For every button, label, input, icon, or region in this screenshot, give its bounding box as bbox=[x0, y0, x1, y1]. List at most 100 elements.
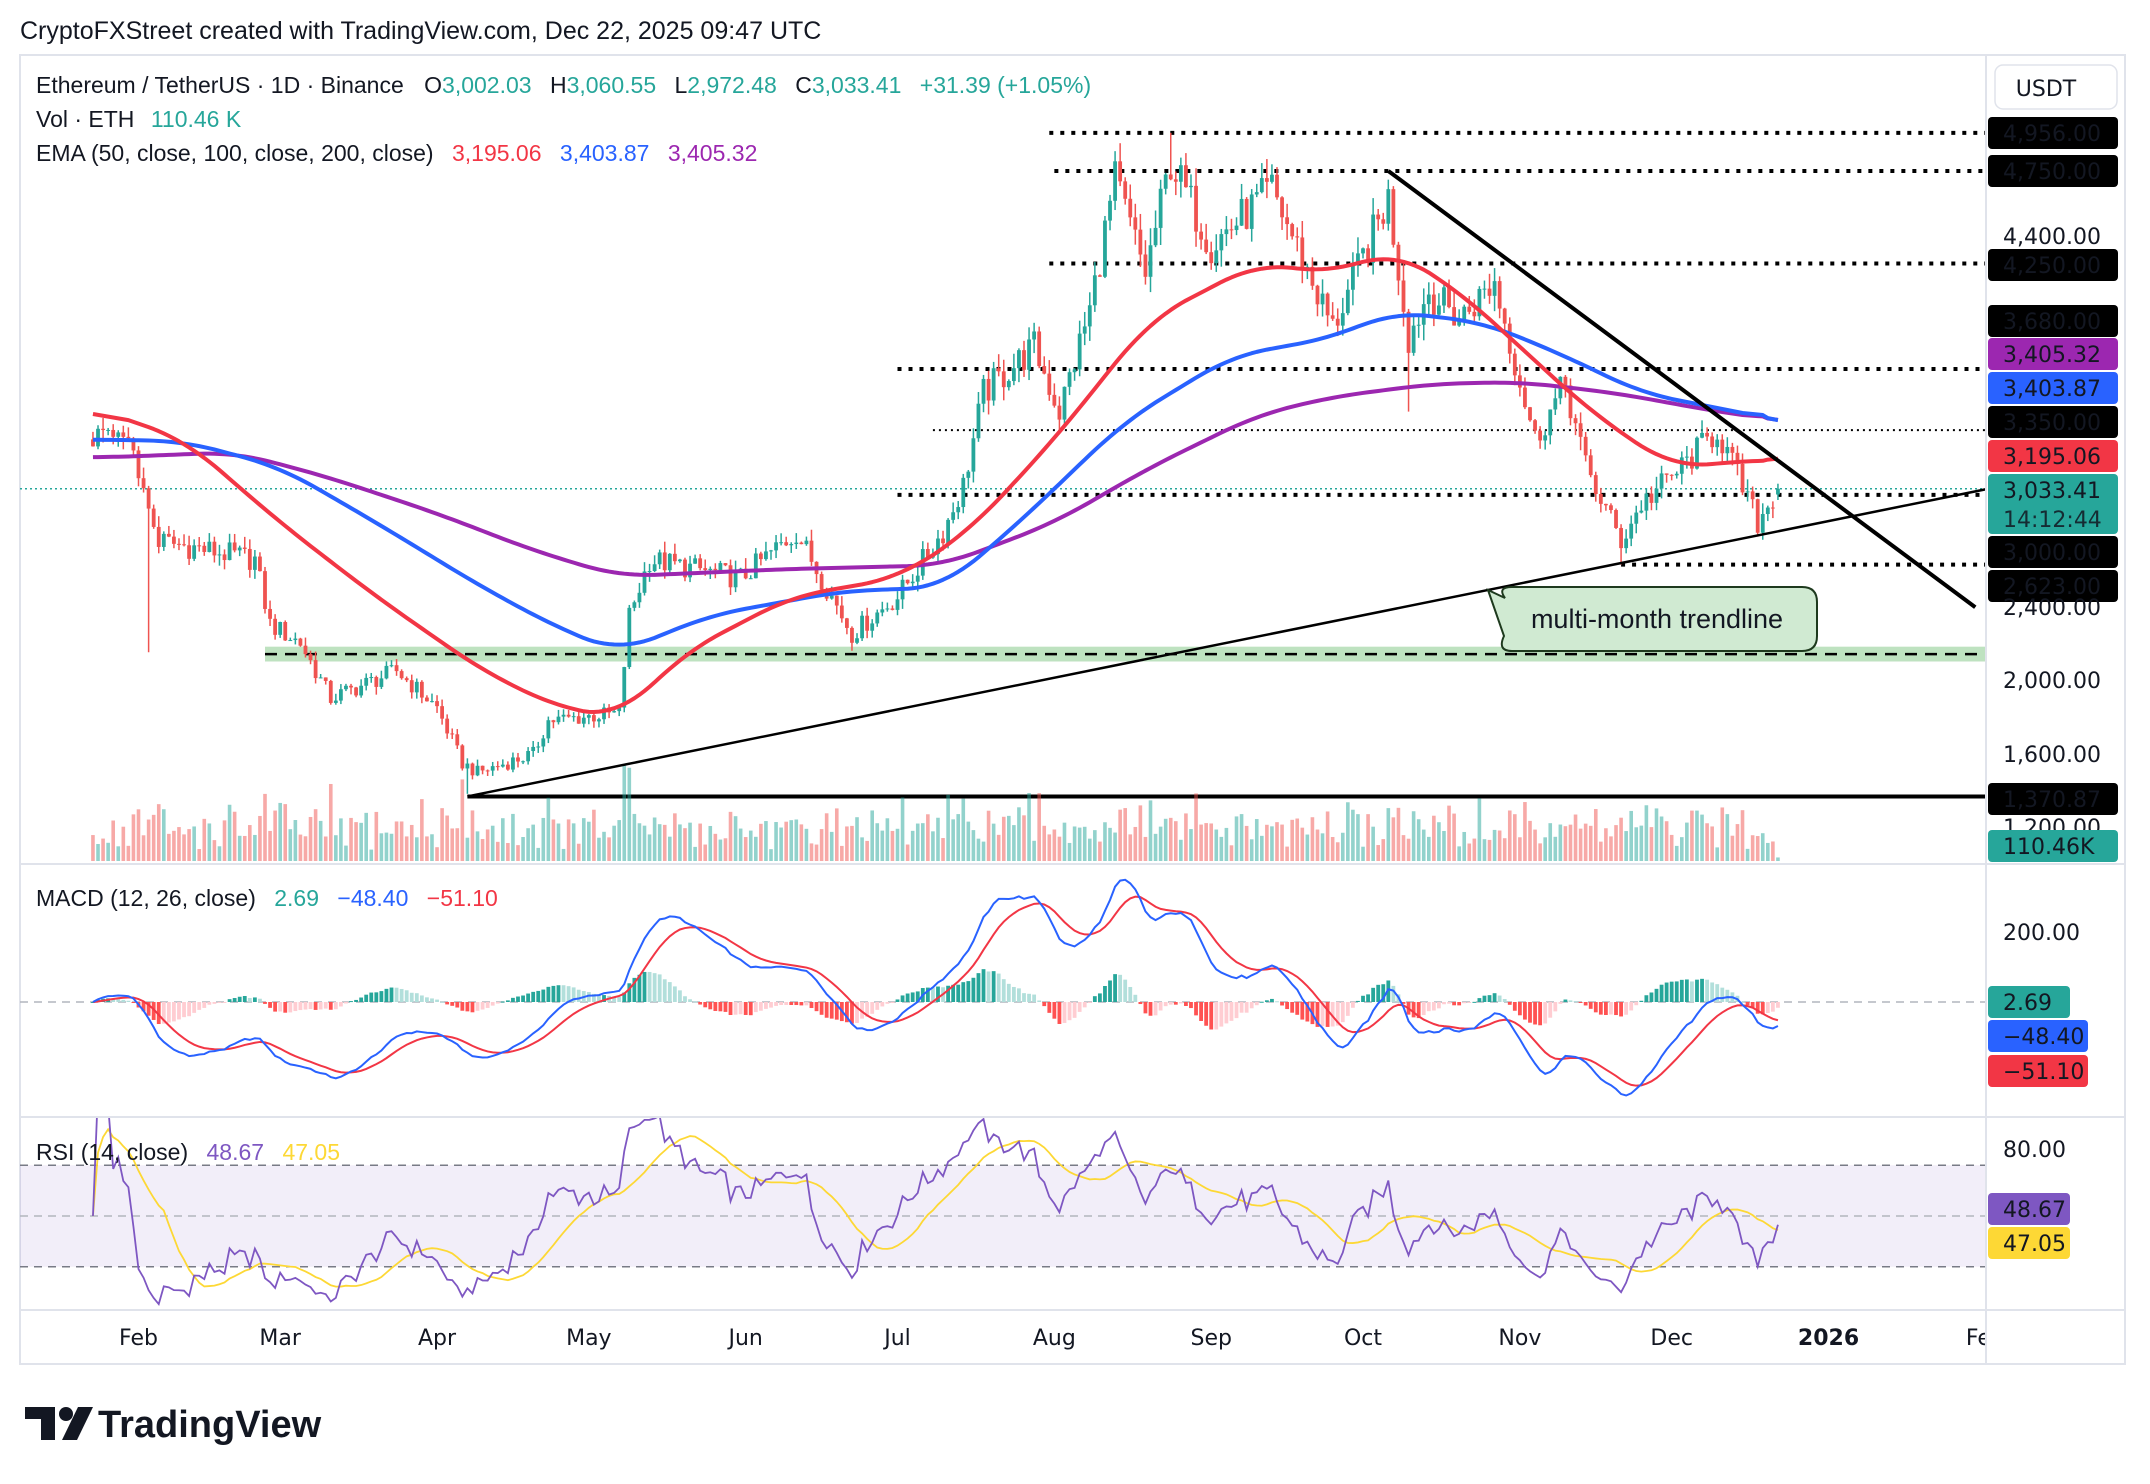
candle-body bbox=[1720, 439, 1725, 454]
rsi-pane[interactable] bbox=[20, 1089, 1985, 1307]
macd-histogram-bar bbox=[819, 1002, 824, 1015]
macd-label-text: 200.00 bbox=[2003, 921, 2080, 946]
macd-legend-label[interactable]: MACD (12, 26, close) bbox=[36, 885, 256, 911]
volume-bar bbox=[541, 817, 546, 861]
volume-bar bbox=[1609, 836, 1613, 861]
volume-bar bbox=[1143, 836, 1148, 861]
candle-body bbox=[632, 602, 637, 608]
candle bbox=[273, 614, 278, 640]
macd-histogram-bar bbox=[369, 992, 374, 1002]
trendline-annotation[interactable]: multi-month trendline bbox=[1486, 586, 1818, 652]
volume-bar bbox=[440, 808, 444, 861]
candle-body bbox=[1502, 308, 1507, 324]
macd-pane[interactable] bbox=[20, 878, 1985, 1097]
volume-bar bbox=[1062, 822, 1067, 861]
macd-histogram-bar bbox=[172, 1002, 176, 1022]
macd-histogram-bar bbox=[1320, 1002, 1325, 1027]
volume-bar bbox=[1624, 831, 1628, 861]
macd-histogram-bar bbox=[339, 1002, 343, 1007]
candle bbox=[1133, 203, 1138, 245]
macd-histogram-bar bbox=[880, 1002, 885, 1007]
candle bbox=[561, 709, 566, 722]
candle-body bbox=[688, 563, 692, 578]
candle-body bbox=[394, 665, 399, 672]
macd-histogram-bar bbox=[1153, 1002, 1158, 1016]
candle bbox=[1300, 221, 1305, 284]
candle bbox=[1664, 473, 1669, 483]
legend-change: +31.39 (+1.05%) bbox=[920, 72, 1091, 98]
candle bbox=[996, 354, 1001, 377]
candle-body bbox=[1325, 293, 1330, 316]
candle bbox=[283, 620, 288, 641]
candle bbox=[1406, 308, 1411, 412]
macd-histogram-bar bbox=[1376, 984, 1381, 1002]
candle bbox=[1057, 396, 1062, 431]
macd-histogram-bar bbox=[753, 1002, 758, 1013]
macd-legend-macd: −48.40 bbox=[337, 885, 408, 911]
macd-histogram-bar bbox=[597, 995, 601, 1002]
time-tick-label: Sep bbox=[1190, 1326, 1231, 1351]
legend-volume-label[interactable]: Vol · ETH bbox=[36, 106, 134, 132]
candle bbox=[1376, 208, 1381, 231]
time-axis[interactable]: Feb Mar Apr May Jun Jul Aug Sep Oct Nov Dec 2026 Feb bbox=[119, 1326, 2005, 1351]
macd-histogram-bar bbox=[915, 991, 920, 1002]
currency-button[interactable]: USDT bbox=[1994, 64, 2118, 110]
volume-bar bbox=[1442, 830, 1446, 861]
candle-body bbox=[364, 677, 369, 686]
candle bbox=[480, 765, 485, 775]
main-price-pane[interactable] bbox=[20, 130, 1985, 861]
candle bbox=[1755, 498, 1760, 537]
candle bbox=[986, 370, 991, 415]
candle-body bbox=[237, 547, 242, 551]
macd-histogram-bar bbox=[470, 1002, 475, 1013]
volume-bar bbox=[642, 825, 647, 861]
time-tick-label: Jul bbox=[882, 1326, 911, 1351]
candle bbox=[268, 600, 272, 627]
candle-body bbox=[1178, 165, 1183, 182]
candle bbox=[1042, 356, 1047, 375]
volume-bar bbox=[1007, 815, 1011, 861]
candle-body bbox=[839, 605, 844, 619]
macd-label-text: 2.69 bbox=[2003, 991, 2052, 1016]
macd-histogram-bar bbox=[1538, 1002, 1543, 1026]
candle bbox=[910, 574, 915, 589]
volume-bar bbox=[1593, 809, 1598, 861]
volume-bar bbox=[192, 826, 196, 861]
macd-histogram-bar bbox=[1254, 1002, 1259, 1006]
legend-symbol[interactable]: Ethereum / TetherUS · 1D · Binance bbox=[36, 72, 404, 98]
candle bbox=[789, 542, 794, 553]
volume-bar bbox=[460, 779, 465, 861]
volume-bar bbox=[1513, 814, 1517, 861]
legend-ema-label[interactable]: EMA (50, close, 100, close, 200, close) bbox=[36, 140, 434, 166]
candle bbox=[232, 533, 237, 553]
candle-body bbox=[885, 608, 890, 610]
macd-histogram-bar bbox=[1760, 1002, 1765, 1015]
candle bbox=[505, 761, 510, 771]
candle bbox=[1366, 244, 1370, 268]
candle-body bbox=[753, 553, 758, 579]
candle bbox=[1264, 159, 1269, 199]
candle bbox=[1103, 215, 1107, 279]
candle bbox=[1528, 406, 1532, 422]
price-axis[interactable]: 4,956.00 4,750.00 4,400.00 4,250.00 3,680.00… bbox=[1988, 117, 2118, 1259]
candle bbox=[1006, 379, 1011, 391]
tradingview-logo[interactable]: TradingView bbox=[25, 1404, 322, 1446]
candle bbox=[308, 650, 313, 665]
volume-bar bbox=[283, 804, 288, 861]
candle bbox=[586, 714, 591, 725]
candle-body bbox=[784, 542, 789, 546]
candle-body bbox=[425, 697, 429, 702]
volume-bar bbox=[516, 845, 520, 861]
rsi-legend-label[interactable]: RSI (14, close) bbox=[36, 1139, 188, 1165]
candle-body bbox=[1659, 473, 1664, 489]
candle-body bbox=[804, 540, 809, 545]
volume-bar bbox=[662, 824, 667, 861]
macd-histogram-bar bbox=[1614, 1002, 1618, 1016]
macd-histogram-bar bbox=[303, 1002, 308, 1010]
candle bbox=[1315, 284, 1320, 317]
macd-histogram-bar bbox=[637, 974, 642, 1002]
time-tick-label: 2026 bbox=[1798, 1326, 1859, 1351]
volume-bar bbox=[227, 804, 232, 861]
candle-body bbox=[1426, 294, 1431, 305]
